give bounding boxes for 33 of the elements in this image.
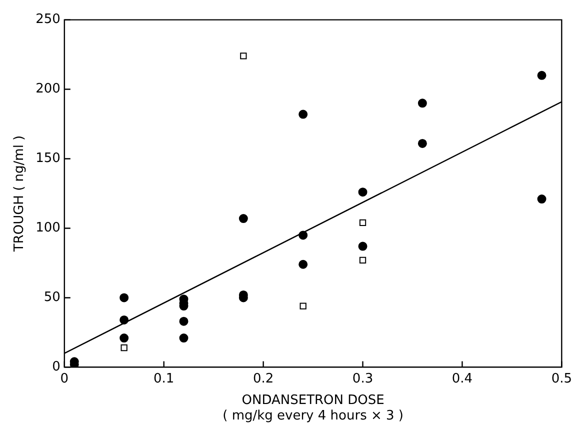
point (238, 214, 248, 224)
y-tick-label: 50 (44, 290, 60, 306)
point (120, 334, 129, 343)
point (179, 316, 188, 326)
x-tick-label: 0.4 (452, 371, 473, 386)
point (418, 98, 427, 108)
y-tick-label: 100 (36, 220, 60, 236)
point (358, 188, 368, 197)
y-tick-label: 200 (36, 82, 60, 97)
point (359, 219, 366, 226)
x-tick-label: 0.3 (352, 371, 374, 386)
point (418, 138, 427, 148)
point (537, 70, 546, 80)
y-tick-label: 0 (52, 360, 60, 375)
x-axis-title: ONDANSETRON DOSE ( mg/kg every 4 hours × 3 ) (222, 392, 404, 424)
point (298, 260, 308, 269)
x-tick-label: 0.2 (252, 371, 274, 386)
point (120, 315, 129, 324)
x-tick-label: 0.1 (154, 371, 174, 386)
y-tick-label: 250 (36, 12, 60, 28)
y-axis-title: TROUGH ( ng/ml ) (12, 135, 28, 253)
point (298, 110, 308, 119)
point (240, 52, 247, 60)
point (120, 293, 129, 302)
y-tick-label: 150 (36, 151, 60, 166)
x-tick-label: 0.5 (551, 371, 572, 386)
point (358, 242, 368, 251)
point (359, 256, 366, 264)
point (120, 344, 128, 352)
point (537, 194, 546, 204)
point (300, 302, 306, 310)
point (298, 230, 308, 240)
point (179, 334, 188, 343)
